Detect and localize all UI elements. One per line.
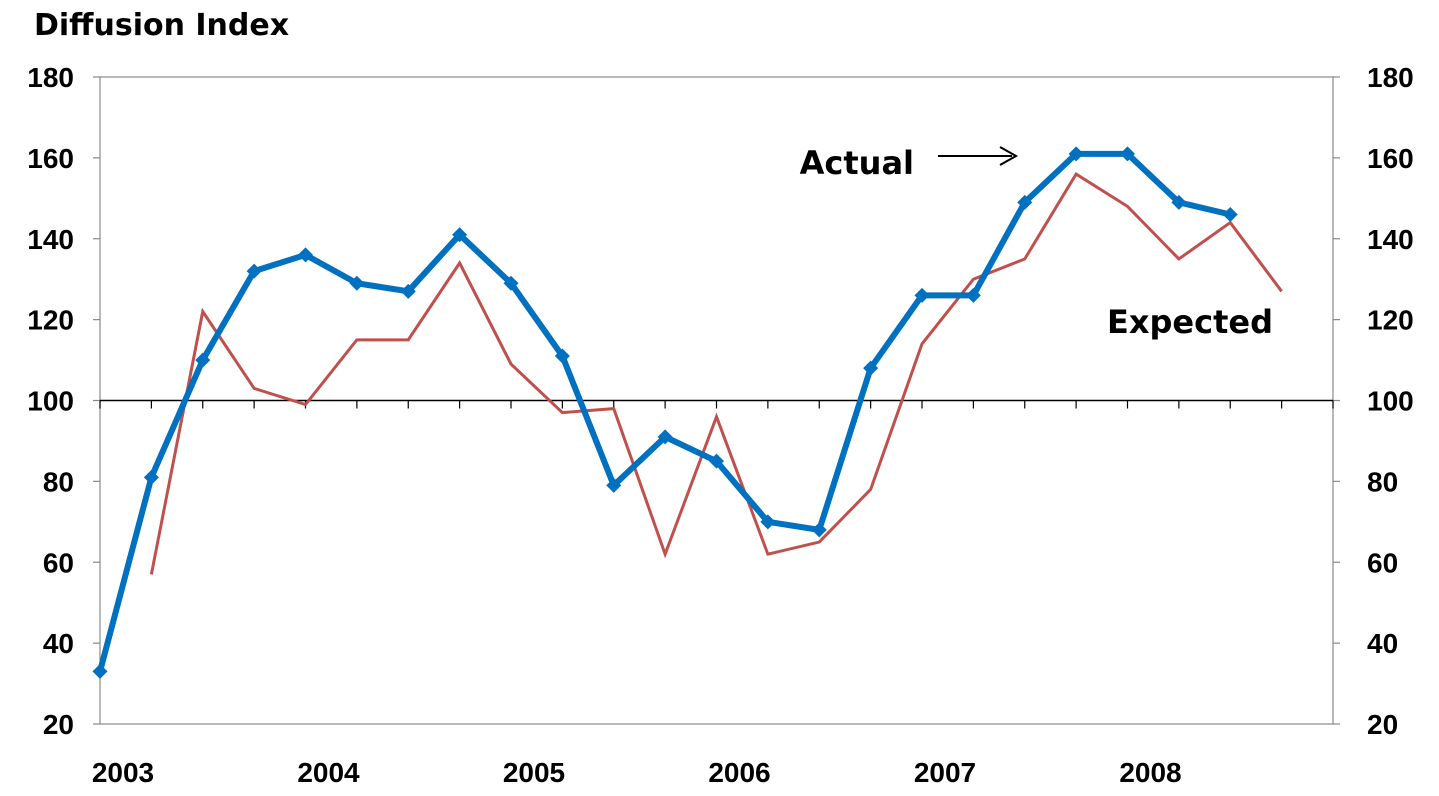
series-line-actual [97,150,1231,673]
actual-point-marker [1171,194,1187,210]
actual-point-marker [965,287,981,303]
y-tick-label-left: 40 [43,628,74,659]
y-tick-label-left: 100 [27,386,74,417]
actual-point-marker [1068,146,1084,162]
actual-point-marker [709,453,724,469]
x-tick-label: 2003 [92,757,154,788]
actual-point-marker [914,287,930,303]
actual-point-marker [400,283,416,299]
actual-point-marker [811,522,827,538]
series-line-expected [149,171,1283,575]
y-tick-label-right: 20 [1367,709,1398,740]
y-tick-label-left: 180 [27,62,74,93]
actual-point-marker [657,429,673,445]
annotation-arrow-head [999,146,1019,166]
annotation-actual: Actual [800,144,914,182]
y-tick-label-right: 160 [1367,143,1414,174]
actual-point-marker [246,263,262,279]
y-tick-label-left: 20 [43,709,74,740]
actual-point-marker [554,348,570,364]
y-tick-label-left: 120 [27,305,74,336]
y-tick-label-right: 120 [1367,305,1414,336]
x-tick-label: 2007 [914,757,976,788]
y-tick-label-left: 160 [27,143,74,174]
x-tick-label: 2006 [708,757,770,788]
annotation-expected: Expected [1107,303,1273,341]
x-tick-label: 2004 [297,757,360,788]
actual-point-marker [298,247,313,263]
actual-point-marker [760,514,776,530]
actual-point-marker [503,275,519,291]
actual-point-marker [349,275,365,291]
y-tick-label-left: 140 [27,224,74,255]
y-tick-label-right: 40 [1367,628,1398,659]
actual-point-marker [1017,194,1033,210]
actual-point-marker [1120,146,1135,162]
chart-title: Diffusion Index [34,8,290,43]
y-tick-label-left: 60 [43,547,74,578]
actual-point-marker [863,360,879,376]
actual-point-marker [606,477,622,493]
actual-point-marker [195,352,211,368]
y-tick-label-right: 180 [1367,62,1414,93]
x-tick-label: 2008 [1119,757,1181,788]
actual-point-marker [92,663,108,679]
actual-point-marker [452,227,468,243]
actual-point-marker [1222,206,1238,222]
actual-point-marker [143,469,159,485]
y-tick-label-right: 100 [1367,386,1414,417]
y-tick-label-right: 60 [1367,547,1398,578]
x-tick-label: 2005 [503,757,565,788]
y-tick-label-right: 80 [1367,466,1398,497]
y-tick-label-right: 140 [1367,224,1414,255]
y-tick-label-left: 80 [43,466,74,497]
